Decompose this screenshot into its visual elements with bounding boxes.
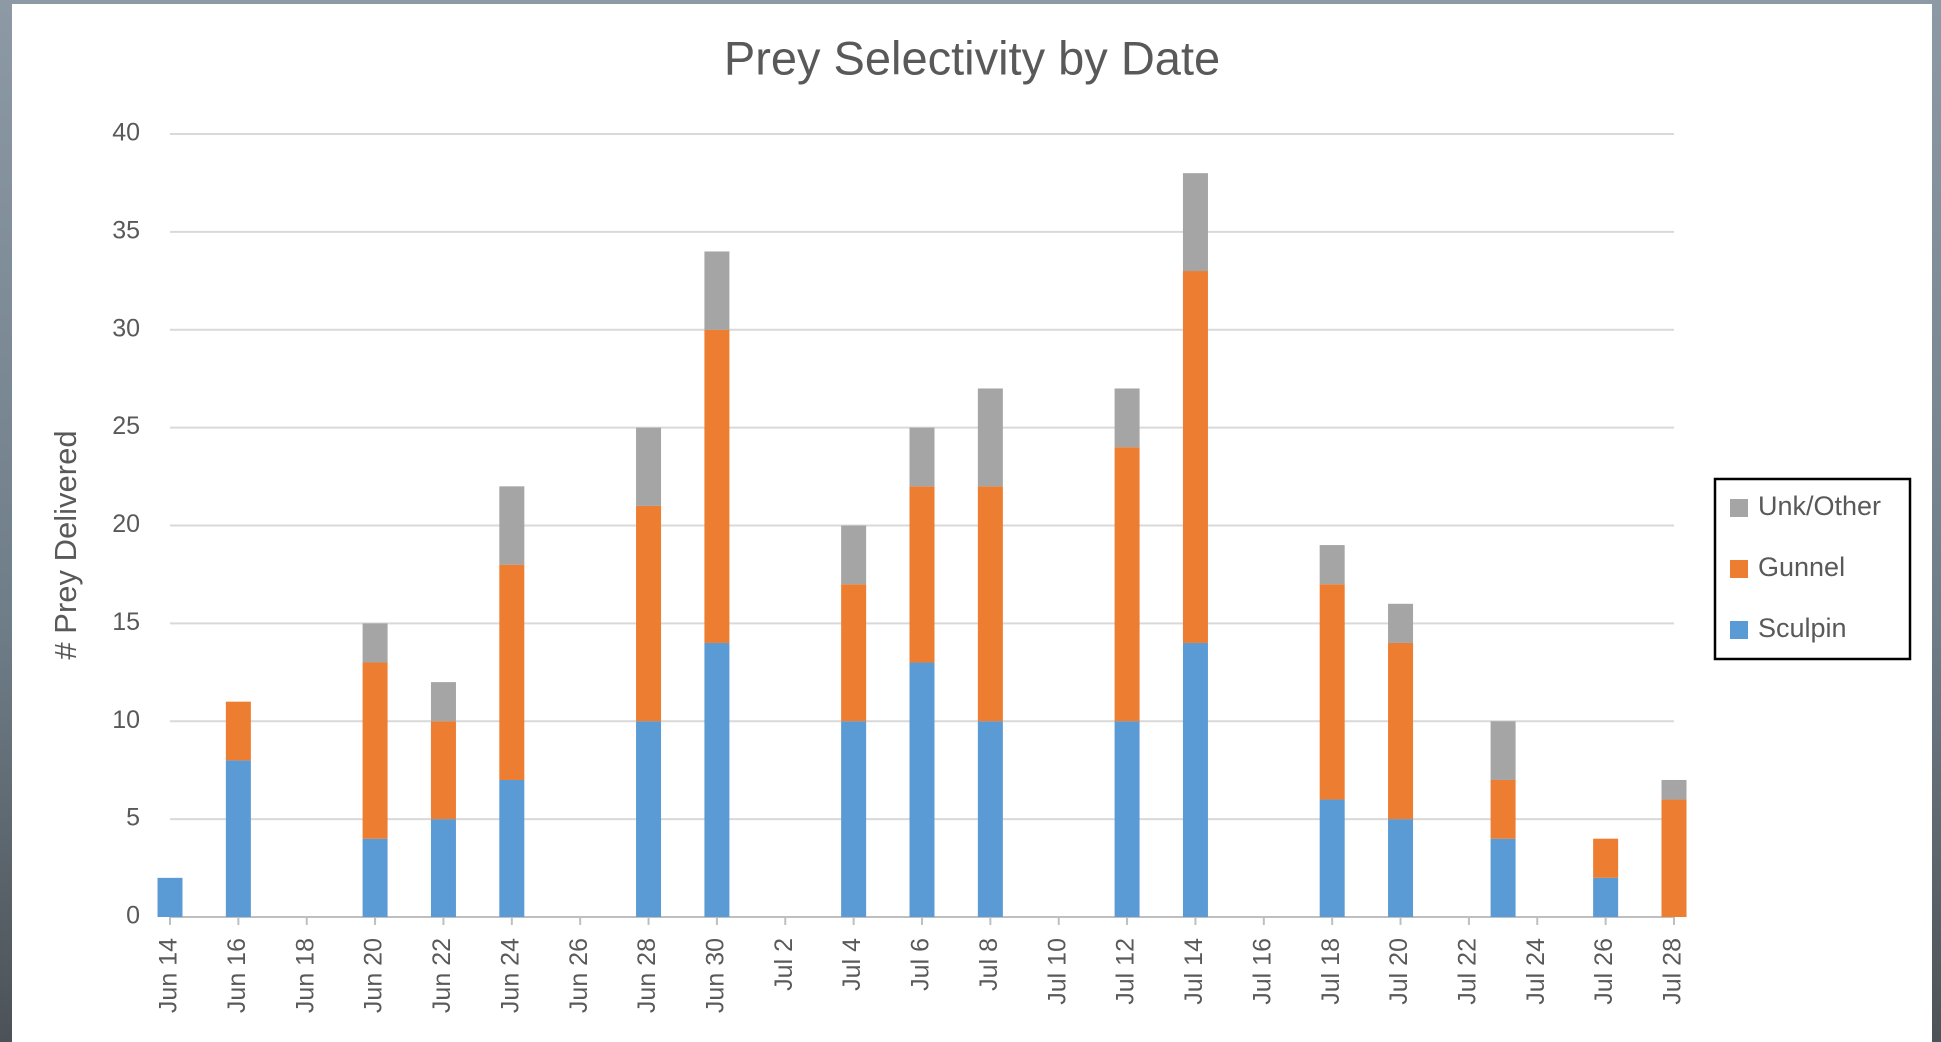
bar-segment — [1490, 838, 1516, 917]
x-tick-label: Jun 30 — [702, 938, 730, 1013]
x-tick-label: Jun 16 — [223, 938, 251, 1013]
bar-segment — [362, 662, 388, 839]
chart-panel — [12, 4, 1932, 1042]
bar-segment — [977, 486, 1003, 722]
bar-segment — [1661, 779, 1687, 800]
x-tick-label: Jul 16 — [1248, 938, 1276, 1005]
bar-segment — [499, 486, 525, 565]
bar-segment — [1388, 642, 1414, 820]
bar-segment — [1388, 603, 1414, 643]
x-tick-label: Jul 12 — [1112, 938, 1140, 1005]
bar-segment — [1182, 642, 1208, 917]
bar-segment — [636, 427, 662, 506]
bar-segment — [1319, 545, 1345, 585]
bar-segment — [157, 877, 183, 917]
x-tick-label: Jul 8 — [975, 938, 1003, 991]
x-tick-label: Jul 6 — [907, 938, 935, 991]
x-tick-label: Jun 24 — [496, 938, 524, 1013]
bar-segment — [362, 838, 388, 917]
bar-segment — [704, 251, 730, 330]
x-tick-label: Jun 20 — [360, 938, 388, 1013]
bar-segment — [1661, 799, 1687, 917]
x-tick-label: Jul 14 — [1180, 938, 1208, 1005]
bar-segment — [225, 760, 251, 917]
x-tick-label: Jul 22 — [1454, 938, 1482, 1005]
legend-label: Unk/Other — [1758, 491, 1881, 521]
bar-segment — [499, 779, 525, 917]
y-tick-label: 0 — [126, 902, 140, 930]
x-tick-label: Jun 14 — [155, 938, 183, 1013]
bar-segment — [1593, 877, 1619, 917]
legend-swatch — [1730, 560, 1748, 578]
x-tick-label: Jul 26 — [1590, 938, 1618, 1005]
x-tick-label: Jul 18 — [1317, 938, 1345, 1005]
bar-segment — [1490, 779, 1516, 839]
x-tick-label: Jun 22 — [428, 938, 456, 1013]
x-tick-label: Jul 20 — [1385, 938, 1413, 1005]
bar-segment — [430, 721, 456, 820]
bar-segment — [225, 701, 251, 761]
bar-segment — [430, 819, 456, 917]
y-tick-label: 10 — [112, 706, 140, 734]
y-tick-label: 25 — [112, 412, 140, 440]
bar-segment — [1114, 721, 1140, 917]
y-axis-label: # Prey Delivered — [48, 430, 83, 659]
chart-title: Prey Selectivity by Date — [724, 31, 1220, 84]
bar-segment — [1593, 838, 1619, 878]
y-tick-label: 5 — [126, 804, 140, 832]
bar-segment — [1388, 819, 1414, 917]
bar-segment — [909, 486, 935, 663]
bar-segment — [636, 721, 662, 917]
x-tick-label: Jun 18 — [291, 938, 319, 1013]
bar-segment — [909, 427, 935, 487]
bar-segment — [1114, 447, 1140, 722]
bar-segment — [977, 721, 1003, 917]
x-tick-label: Jun 26 — [565, 938, 593, 1013]
bar-segment — [704, 329, 730, 643]
y-tick-label: 30 — [112, 314, 140, 342]
bar-segment — [636, 505, 662, 722]
legend-swatch — [1730, 499, 1748, 517]
x-tick-label: Jul 28 — [1659, 938, 1687, 1005]
legend-label: Gunnel — [1758, 552, 1845, 582]
bar-segment — [499, 564, 525, 780]
bar-segment — [841, 721, 867, 917]
bar-segment — [362, 623, 388, 663]
x-tick-label: Jul 10 — [1043, 938, 1071, 1005]
bar-segment — [1490, 721, 1516, 780]
x-tick-label: Jul 2 — [770, 938, 798, 991]
bar-segment — [841, 584, 867, 722]
y-tick-label: 40 — [112, 119, 140, 147]
x-tick-label: Jun 28 — [633, 938, 661, 1013]
x-tick-label: Jul 24 — [1522, 938, 1550, 1005]
y-tick-label: 15 — [112, 608, 140, 636]
bar-segment — [1319, 584, 1345, 800]
bar-segment — [1319, 799, 1345, 917]
bar-segment — [1114, 388, 1140, 448]
y-tick-label: 20 — [112, 510, 140, 538]
x-tick-label: Jul 4 — [838, 938, 866, 991]
bar-segment — [977, 388, 1003, 487]
legend-swatch — [1730, 621, 1748, 639]
legend-label: Sculpin — [1758, 613, 1847, 643]
bar-segment — [704, 642, 730, 917]
bar-segment — [1182, 173, 1208, 272]
bar-segment — [841, 525, 867, 585]
bar-segment — [430, 682, 456, 722]
bar-segment — [1182, 271, 1208, 643]
bar-segment — [909, 662, 935, 917]
y-tick-label: 35 — [112, 216, 140, 244]
